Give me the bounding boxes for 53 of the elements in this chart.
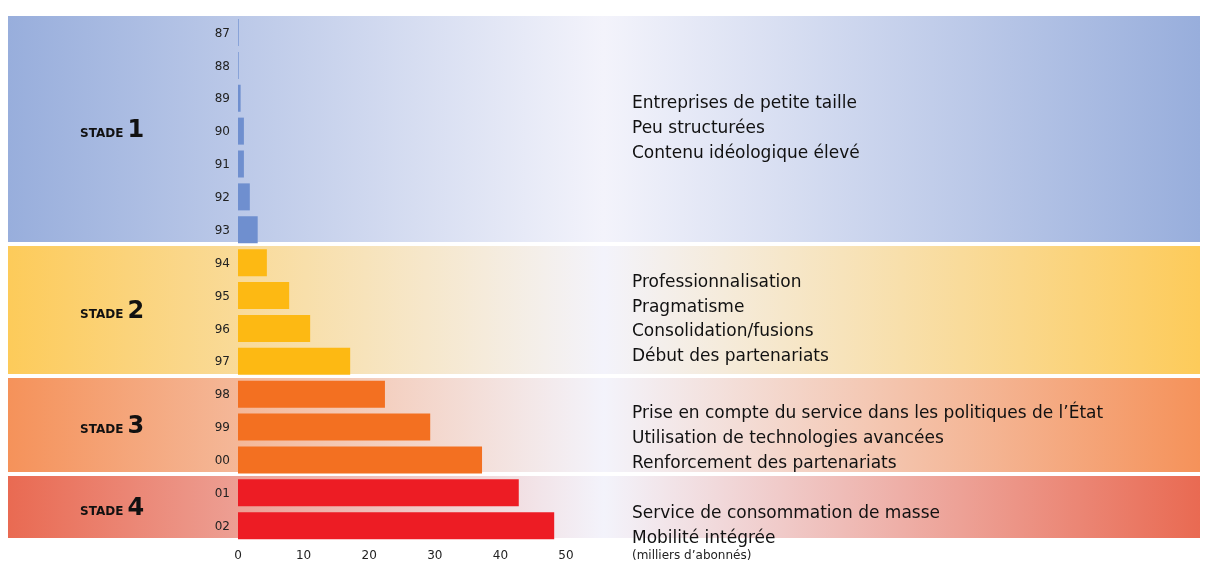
- x-tick-label: 40: [492, 547, 509, 562]
- text: Mobilité intégrée: [632, 527, 776, 547]
- y-tick-label: 98: [214, 387, 230, 402]
- bar: [238, 479, 519, 507]
- text: Début des partenariats: [632, 345, 829, 365]
- y-tick-label: 95: [214, 288, 230, 303]
- y-tick-label: 87: [214, 25, 230, 40]
- bar: [238, 282, 290, 309]
- y-tick-label: 89: [214, 91, 230, 106]
- text: Entreprises de petite taille: [632, 92, 857, 112]
- bar: [238, 347, 351, 375]
- y-tick-label: 94: [214, 255, 230, 270]
- text: Consolidation/fusions: [632, 320, 814, 340]
- y-tick-label: 01: [214, 485, 230, 500]
- bar: [238, 249, 267, 277]
- x-tick-label: 10: [295, 547, 312, 562]
- band-label: STADE 1: [80, 115, 145, 144]
- bar: [238, 446, 483, 474]
- bar: [238, 512, 555, 540]
- x-tick-label: 20: [361, 547, 377, 562]
- text: Peu structurées: [632, 117, 765, 137]
- band-label: STADE 2: [80, 295, 145, 324]
- x-tick-label: 30: [427, 547, 443, 562]
- bar: [238, 150, 244, 178]
- bar: [238, 216, 258, 244]
- bar: [238, 117, 244, 145]
- band-label: STADE 3: [80, 410, 145, 439]
- band-label: STADE 4: [80, 493, 145, 522]
- y-tick-label: 91: [214, 157, 230, 172]
- text: Prise en compte du service dans les politiques de l’État: [632, 402, 1104, 422]
- y-tick-label: 97: [214, 354, 230, 369]
- bar: [238, 84, 241, 112]
- text: Professionnalisation: [632, 271, 802, 291]
- x-tick-label: 0: [234, 547, 242, 562]
- x-tick-label: 50: [558, 547, 574, 562]
- text: Renforcement des partenariats: [632, 452, 897, 472]
- text: Contenu idéologique élevé: [632, 142, 860, 162]
- y-tick-label: 00: [214, 453, 230, 468]
- text: Utilisation de technologies avancées: [632, 427, 944, 447]
- y-tick-label: 88: [214, 58, 230, 73]
- bar: [238, 380, 385, 408]
- y-tick-label: 99: [214, 420, 230, 435]
- bar: [238, 314, 311, 342]
- y-tick-label: 93: [214, 222, 230, 237]
- y-tick-label: 92: [214, 190, 230, 205]
- text: Pragmatisme: [632, 296, 745, 316]
- bar: [238, 183, 250, 211]
- text: Service de consommation de masse: [632, 502, 940, 522]
- bar: [238, 413, 431, 441]
- y-tick-label: 02: [214, 518, 230, 533]
- y-tick-label: 96: [214, 321, 230, 336]
- x-axis-title: (milliers d’abonnés): [632, 548, 752, 562]
- y-tick-label: 90: [214, 124, 230, 139]
